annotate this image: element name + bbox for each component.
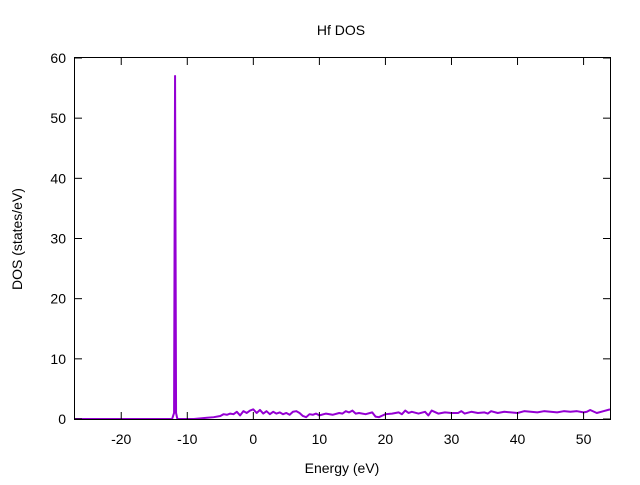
y-tick-label: 50 [50, 110, 66, 126]
y-axis-label: DOS (states/eV) [9, 188, 25, 290]
x-tick-label: -10 [177, 431, 197, 447]
x-axis-label: Energy (eV) [305, 460, 380, 476]
plot-frame [74, 57, 611, 420]
dos-series-line [75, 75, 611, 420]
y-tick-label: 10 [50, 351, 66, 367]
x-tick-label: 50 [576, 431, 592, 447]
y-tick-label: 40 [50, 170, 66, 186]
x-tick-label: 20 [378, 431, 394, 447]
y-tick-label: 20 [50, 291, 66, 307]
axes-layer: -20 -10 0 10 20 30 40 50 0 10 20 30 40 50 60 [50, 50, 610, 447]
y-tick-label: 60 [50, 50, 66, 66]
x-tick-label: 30 [444, 431, 460, 447]
x-tick-label: 0 [249, 431, 257, 447]
x-tick-label: 10 [312, 431, 328, 447]
x-tick-label: 40 [510, 431, 526, 447]
y-tick-label: 0 [58, 411, 66, 427]
x-tick-label: -20 [111, 431, 131, 447]
y-tick-label: 30 [50, 231, 66, 247]
plot-layer [75, 75, 611, 420]
chart-title: Hf DOS [317, 22, 365, 38]
